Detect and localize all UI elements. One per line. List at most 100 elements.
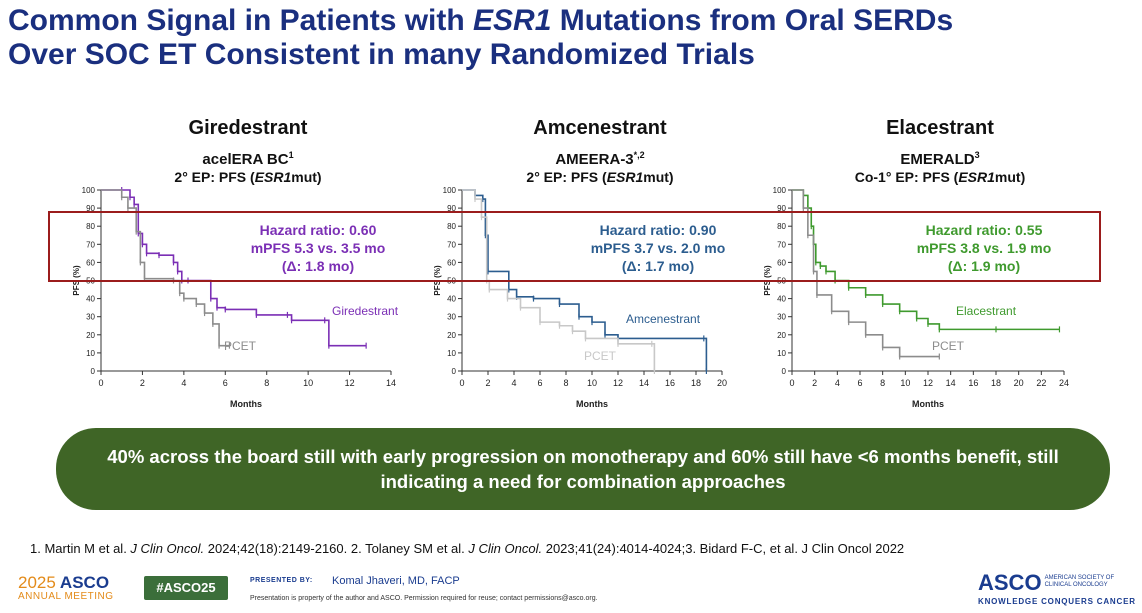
series-line-pcet [462,189,656,371]
x-tick-label: 4 [511,378,516,388]
y-tick-label: 50 [777,277,786,286]
x-tick-label: 8 [880,378,885,388]
hazard-ratio-annotation: mPFS 3.8 vs. 1.9 mo [917,240,1052,256]
hazard-ratio-annotation: Hazard ratio: 0.90 [600,222,717,238]
x-tick-label: 10 [587,378,597,388]
y-tick-label: 10 [777,349,786,358]
y-tick-label: 100 [82,186,96,195]
asco-meeting-logo: 2025 ASCO ANNUAL MEETING [18,573,114,602]
x-tick-label: 10 [303,378,313,388]
y-tick-label: 20 [777,331,786,340]
km-chart-giredestrant: 0 2 4 6 8 10 12 14 0 10 20 30 40 50 60 70 80 90 100 Months P… [72,186,399,409]
y-tick-label: 60 [86,258,95,267]
y-tick-label: 80 [86,222,95,231]
slide-title: Common Signal in Patients with ESR1 Muta… [8,4,1128,72]
y-axis-label: PFS (%) [433,265,442,296]
x-tick-label: 12 [923,378,933,388]
series-label-elacestrant: Elacestrant [956,304,1017,318]
y-tick-label: 40 [447,295,456,304]
hashtag-badge: #ASCO25 [144,576,228,600]
x-axis-label: Months [912,399,944,409]
x-tick-label: 24 [1059,378,1069,388]
x-tick-label: 20 [717,378,727,388]
series-line-amcenestrant [462,189,708,371]
y-tick-label: 90 [447,204,456,213]
y-tick-label: 100 [773,186,787,195]
y-tick-label: 80 [777,222,786,231]
y-tick-label: 20 [86,331,95,340]
hazard-ratio-annotation: mPFS 5.3 vs. 3.5 mo [251,240,386,256]
y-tick-label: 80 [447,222,456,231]
x-tick-label: 0 [789,378,794,388]
drug-name: Amcenestrant [533,117,667,139]
presenter-name: Komal Jhaveri, MD, FACP [332,575,460,587]
x-tick-label: 6 [537,378,542,388]
x-tick-label: 2 [812,378,817,388]
x-axis-label: Months [230,399,262,409]
y-tick-label: 50 [86,277,95,286]
y-tick-label: 30 [447,313,456,322]
panel-header-giredestrant: Giredestrant acelERA BC1 2° EP: PFS (ESR… [118,116,378,186]
x-tick-label: 2 [485,378,490,388]
y-tick-label: 20 [447,331,456,340]
series-label-pcet: PCET [584,349,617,363]
hazard-ratio-annotation: Hazard ratio: 0.55 [926,222,1043,238]
x-axis-label: Months [576,399,608,409]
x-tick-label: 4 [835,378,840,388]
series-label-giredestrant: Giredestrant [332,304,399,318]
hazard-ratio-annotation: (Δ: 1.7 mo) [622,258,694,274]
hazard-ratio-annotation: mPFS 3.7 vs. 2.0 mo [591,240,726,256]
drug-name: Elacestrant [886,117,994,139]
summary-banner: 40% across the board still with early pr… [56,428,1110,510]
x-tick-label: 16 [968,378,978,388]
series-label-pcet: PCET [224,339,257,353]
endpoint-label: Co-1° EP: PFS (ESR1mut) [854,169,1026,185]
y-tick-label: 0 [782,367,787,376]
x-tick-label: 2 [140,378,145,388]
trial-name: AMEERA-3*,2 [555,150,645,168]
endpoint-label: 2° EP: PFS (ESR1mut) [174,169,322,185]
y-tick-label: 90 [777,204,786,213]
panel-header-amcenestrant: Amcenestrant AMEERA-3*,2 2° EP: PFS (ESR… [470,116,730,186]
x-tick-label: 8 [264,378,269,388]
x-tick-label: 20 [1014,378,1024,388]
y-axis-label: PFS (%) [72,265,81,296]
y-tick-label: 30 [777,313,786,322]
x-tick-label: 16 [665,378,675,388]
y-tick-label: 90 [86,204,95,213]
x-tick-label: 14 [386,378,396,388]
series-line-giredestrant [101,189,367,347]
x-tick-label: 18 [991,378,1001,388]
disclaimer: Presentation is property of the author a… [250,595,598,602]
hazard-ratio-annotation: (Δ: 1.8 mo) [282,258,354,274]
y-tick-label: 0 [452,367,457,376]
y-tick-label: 100 [443,186,457,195]
y-tick-label: 60 [777,258,786,267]
y-tick-label: 70 [86,240,95,249]
y-tick-label: 10 [447,349,456,358]
x-tick-label: 18 [691,378,701,388]
x-tick-label: 22 [1036,378,1046,388]
x-tick-label: 4 [181,378,186,388]
x-tick-label: 14 [639,378,649,388]
y-tick-label: 0 [91,367,96,376]
trial-name: acelERA BC1 [202,150,294,168]
hazard-ratio-annotation: Hazard ratio: 0.60 [260,222,377,238]
x-tick-label: 8 [563,378,568,388]
slide-title-line-2: Over SOC ET Consistent in many Randomize… [8,38,755,71]
x-tick-label: 6 [857,378,862,388]
km-chart-elacestrant: 0 2 4 6 8 10 12 14 16 18 20 22 240102030405060708090… [763,186,1069,409]
x-tick-label: 0 [459,378,464,388]
x-tick-label: 12 [345,378,355,388]
trial-name: EMERALD3 [900,150,980,168]
y-tick-label: 60 [447,258,456,267]
x-tick-label: 0 [98,378,103,388]
y-tick-label: 30 [86,313,95,322]
endpoint-label: 2° EP: PFS (ESR1mut) [526,169,674,185]
y-tick-label: 70 [777,240,786,249]
x-tick-label: 14 [946,378,956,388]
y-axis-label: PFS (%) [763,265,772,296]
series-line-pcet [101,189,230,347]
y-tick-label: 40 [86,295,95,304]
panel-header-elacestrant: Elacestrant EMERALD3 Co-1° EP: PFS (ESR1… [810,116,1070,186]
